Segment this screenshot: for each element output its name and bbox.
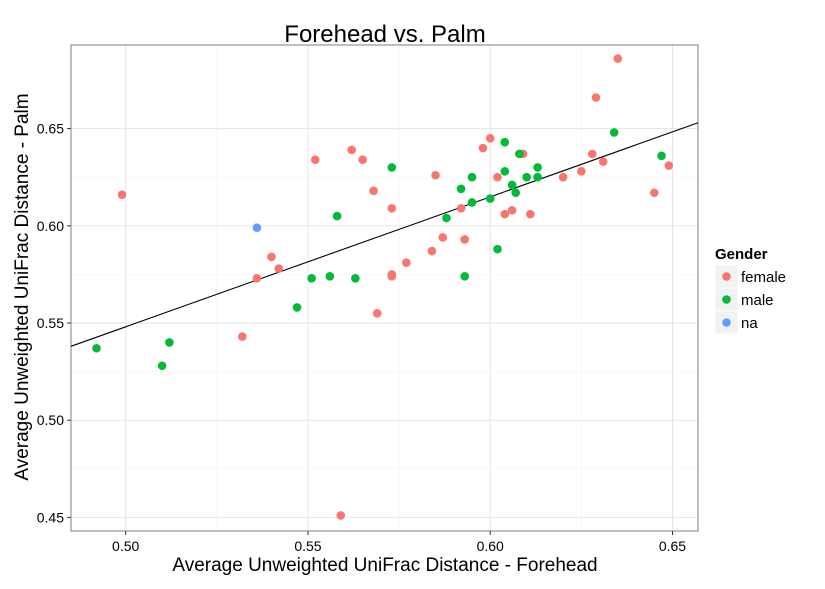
- data-point-na: [252, 223, 262, 233]
- legend-label-female: female: [741, 269, 786, 286]
- data-point-female: [478, 143, 488, 153]
- data-point-male: [456, 184, 466, 194]
- data-point-female: [526, 209, 535, 219]
- y-tick-label: 0.50: [37, 412, 64, 428]
- legend: Gender female male na: [714, 246, 786, 335]
- legend-title: Gender: [715, 246, 768, 263]
- data-point-female: [438, 233, 448, 242]
- data-point-female: [649, 188, 659, 198]
- data-point-male: [351, 273, 360, 283]
- data-point-female: [387, 203, 397, 213]
- data-point-female: [369, 186, 378, 196]
- data-point-male: [307, 273, 316, 283]
- data-point-male: [533, 163, 542, 172]
- data-point-female: [274, 264, 284, 273]
- data-point-male: [387, 163, 397, 172]
- data-point-female: [431, 170, 440, 180]
- y-tick-label: 0.45: [37, 509, 64, 525]
- data-point-female: [460, 235, 469, 244]
- data-point-male: [522, 172, 531, 182]
- data-point-female: [358, 155, 367, 164]
- data-point-female: [310, 155, 320, 164]
- legend-items: female male na: [714, 264, 786, 335]
- data-point-female: [267, 252, 276, 262]
- x-axis-title: Average Unweighted UniFrac Distance - Fo…: [172, 555, 597, 576]
- legend-label-male: male: [741, 292, 774, 309]
- chart-title: Forehead vs. Palm: [284, 21, 485, 48]
- data-point-female: [500, 209, 510, 219]
- data-point-male: [493, 244, 502, 254]
- data-point-male: [332, 211, 342, 221]
- data-point-male: [467, 172, 477, 182]
- data-point-male: [511, 188, 521, 198]
- fit-line-layer: [70, 122, 699, 347]
- tick-layer: 0.50 0.55 0.60 0.65 0.45 0.50 0.55 0.60 0.65: [37, 121, 687, 554]
- data-point-female: [591, 93, 601, 102]
- data-point-male: [500, 137, 510, 147]
- points-layer: [92, 54, 674, 520]
- data-point-female: [587, 149, 597, 159]
- data-point-male: [609, 128, 619, 137]
- y-tick-label: 0.55: [37, 315, 64, 331]
- data-point-female: [456, 203, 466, 213]
- plot-panel-border: [70, 44, 699, 532]
- data-point-male: [467, 198, 477, 207]
- data-point-female: [493, 172, 502, 182]
- legend-key-na: [722, 318, 731, 327]
- data-point-female: [485, 134, 495, 143]
- x-tick-label: 0.60: [477, 538, 504, 554]
- data-point-male: [157, 361, 167, 371]
- data-point-male: [657, 151, 666, 161]
- data-point-male: [515, 149, 524, 159]
- data-point-female: [613, 54, 623, 63]
- data-point-male: [500, 167, 510, 176]
- data-point-female: [427, 246, 437, 256]
- x-tick-label: 0.65: [659, 538, 686, 554]
- x-tick-label: 0.55: [294, 538, 321, 554]
- data-point-male: [92, 343, 101, 353]
- data-point-female: [238, 332, 247, 341]
- data-point-male: [485, 194, 495, 203]
- data-point-male: [507, 180, 517, 190]
- legend-key-female: [722, 272, 731, 281]
- data-point-female: [252, 273, 262, 283]
- data-point-female: [507, 205, 517, 215]
- grid-layer: [71, 45, 698, 531]
- legend-label-na: na: [741, 315, 758, 332]
- data-point-male: [325, 272, 335, 281]
- data-point-male: [292, 303, 302, 312]
- data-point-male: [460, 272, 469, 281]
- data-point-female: [336, 511, 346, 520]
- data-point-female: [347, 145, 356, 155]
- x-tick-label: 0.50: [112, 538, 139, 554]
- y-tick-label: 0.65: [37, 121, 64, 137]
- regression-line: [70, 122, 699, 347]
- data-point-female: [577, 167, 586, 176]
- y-tick-label: 0.60: [37, 218, 64, 234]
- data-point-female: [372, 308, 382, 318]
- data-point-male: [165, 338, 174, 347]
- data-point-male: [442, 213, 451, 223]
- data-point-female: [664, 161, 674, 170]
- data-point-male: [533, 172, 542, 182]
- data-point-female: [387, 272, 397, 281]
- legend-key-male: [722, 295, 731, 304]
- y-axis-title: Average Unweighted UniFrac Distance - Pa…: [12, 93, 33, 480]
- data-point-female: [117, 190, 127, 199]
- data-point-female: [558, 172, 568, 182]
- data-point-female: [598, 157, 608, 166]
- data-point-female: [402, 258, 411, 268]
